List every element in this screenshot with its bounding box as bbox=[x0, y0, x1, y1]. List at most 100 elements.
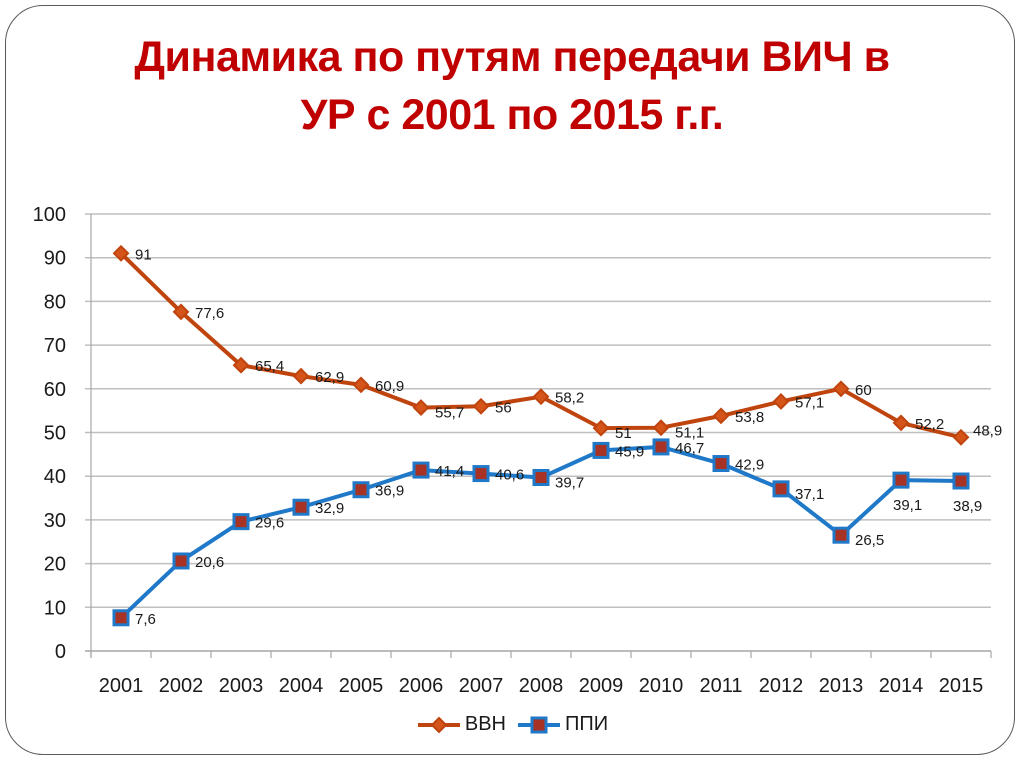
data-label: 42,9 bbox=[735, 457, 764, 474]
legend-label-vvn: ВВН bbox=[464, 713, 506, 735]
title-line-1: Динамика по путям передачи ВИЧ в bbox=[134, 33, 890, 81]
data-label: 39,1 bbox=[893, 497, 922, 514]
square-marker bbox=[952, 472, 970, 490]
diamond-marker bbox=[952, 428, 970, 446]
x-tick-label: 2013 bbox=[819, 675, 864, 697]
data-label: 32,9 bbox=[315, 500, 344, 517]
square-marker bbox=[292, 498, 310, 516]
diamond-marker bbox=[112, 244, 130, 262]
data-label: 55,7 bbox=[435, 405, 464, 422]
x-tick-label: 2015 bbox=[939, 675, 984, 697]
data-label: 37,1 bbox=[795, 486, 824, 503]
y-tick-label: 70 bbox=[44, 335, 66, 357]
y-axis-ticks: 0 10 20 30 40 50 60 70 80 90 100 bbox=[33, 204, 66, 663]
x-tick-label: 2014 bbox=[879, 675, 924, 697]
x-tick-label: 2007 bbox=[459, 675, 504, 697]
data-label: 62,9 bbox=[315, 369, 344, 386]
x-tick-label: 2003 bbox=[219, 675, 264, 697]
diamond-marker bbox=[652, 419, 670, 437]
square-marker bbox=[232, 513, 250, 531]
legend-item-ppi: ППИ bbox=[516, 713, 608, 736]
x-tick-label: 2009 bbox=[579, 675, 624, 697]
data-label: 51 bbox=[615, 425, 632, 442]
data-label: 52,2 bbox=[915, 416, 944, 433]
x-tick-label: 2006 bbox=[399, 675, 444, 697]
diamond-marker bbox=[832, 380, 850, 398]
chart-legend: ВВН ППИ bbox=[0, 713, 1024, 736]
x-tick-label: 2005 bbox=[339, 675, 384, 697]
data-label: 77,6 bbox=[195, 305, 224, 322]
square-marker bbox=[112, 609, 130, 627]
y-tick-label: 50 bbox=[44, 423, 66, 445]
data-label: 60,9 bbox=[375, 378, 404, 395]
diamond-marker bbox=[592, 419, 610, 437]
square-marker-icon bbox=[518, 716, 560, 733]
diamond-marker bbox=[172, 303, 190, 321]
diamond-marker bbox=[712, 407, 730, 425]
data-label: 41,4 bbox=[435, 463, 464, 480]
diamond-marker bbox=[772, 393, 790, 410]
data-label: 58,2 bbox=[555, 390, 584, 407]
data-label: 57,1 bbox=[795, 394, 824, 411]
square-marker bbox=[172, 552, 190, 570]
square-marker bbox=[892, 471, 910, 489]
data-label: 65,4 bbox=[255, 358, 284, 375]
data-labels: 91 77,6 65,4 62,9 60,9 55,7 56 58,2 51 51,1 53,8 57… bbox=[135, 246, 1002, 627]
square-marker bbox=[352, 481, 370, 499]
title-line-2: УР с 2001 по 2015 г.г. bbox=[300, 91, 724, 139]
x-tick-label: 2010 bbox=[639, 675, 684, 697]
y-tick-label: 30 bbox=[44, 510, 66, 532]
square-marker bbox=[472, 465, 490, 483]
y-tick-label: 40 bbox=[44, 466, 66, 488]
y-tick-label: 20 bbox=[44, 554, 66, 576]
data-label: 60 bbox=[855, 382, 872, 399]
data-label: 56 bbox=[495, 399, 512, 416]
diamond-marker bbox=[292, 367, 310, 385]
x-axis-ticks: 2001 2002 2003 2004 2005 2006 2007 2008 2009 2010… bbox=[99, 675, 984, 697]
legend-label-ppi: ППИ bbox=[565, 713, 609, 735]
diamond-marker bbox=[532, 388, 550, 406]
diamond-marker bbox=[412, 399, 430, 417]
data-label: 7,6 bbox=[135, 611, 156, 628]
y-tick-label: 80 bbox=[44, 291, 66, 313]
data-label: 51,1 bbox=[675, 425, 704, 442]
axes bbox=[85, 214, 992, 658]
data-label: 39,7 bbox=[555, 475, 584, 492]
diamond-marker bbox=[352, 376, 370, 394]
square-marker bbox=[832, 526, 850, 544]
data-label: 48,9 bbox=[973, 422, 1002, 439]
x-tick-label: 2011 bbox=[699, 675, 742, 697]
y-tick-label: 100 bbox=[33, 204, 66, 226]
diamond-marker bbox=[232, 356, 250, 374]
x-tick-label: 2004 bbox=[279, 675, 324, 697]
square-marker bbox=[652, 438, 670, 456]
data-label: 40,6 bbox=[495, 467, 524, 484]
y-tick-label: 60 bbox=[44, 379, 66, 401]
square-marker bbox=[592, 441, 610, 459]
x-tick-label: 2001 bbox=[99, 675, 144, 697]
data-label: 46,7 bbox=[675, 440, 704, 457]
square-marker bbox=[772, 480, 790, 498]
diamond-marker bbox=[892, 414, 910, 432]
diamond-marker bbox=[472, 397, 490, 415]
data-label: 36,9 bbox=[375, 483, 404, 500]
square-marker bbox=[412, 461, 430, 479]
y-tick-label: 90 bbox=[44, 248, 66, 270]
legend-item-vvn: ВВН bbox=[416, 713, 506, 736]
y-tick-label: 0 bbox=[55, 641, 66, 663]
data-label: 26,5 bbox=[855, 532, 884, 549]
data-label: 91 bbox=[135, 246, 152, 263]
x-tick-label: 2012 bbox=[759, 675, 804, 697]
slide-title: Динамика по путям передачи ВИЧ в УР с 20… bbox=[0, 28, 1024, 144]
data-label: 38,9 bbox=[953, 498, 982, 515]
x-tick-label: 2008 bbox=[519, 675, 564, 697]
data-label: 45,9 bbox=[615, 443, 644, 460]
y-tick-label: 10 bbox=[44, 597, 66, 619]
data-label: 29,6 bbox=[255, 515, 284, 532]
slide-frame bbox=[5, 5, 1015, 755]
series-lines bbox=[112, 244, 970, 627]
data-label: 20,6 bbox=[195, 554, 224, 571]
data-label: 53,8 bbox=[735, 409, 764, 426]
